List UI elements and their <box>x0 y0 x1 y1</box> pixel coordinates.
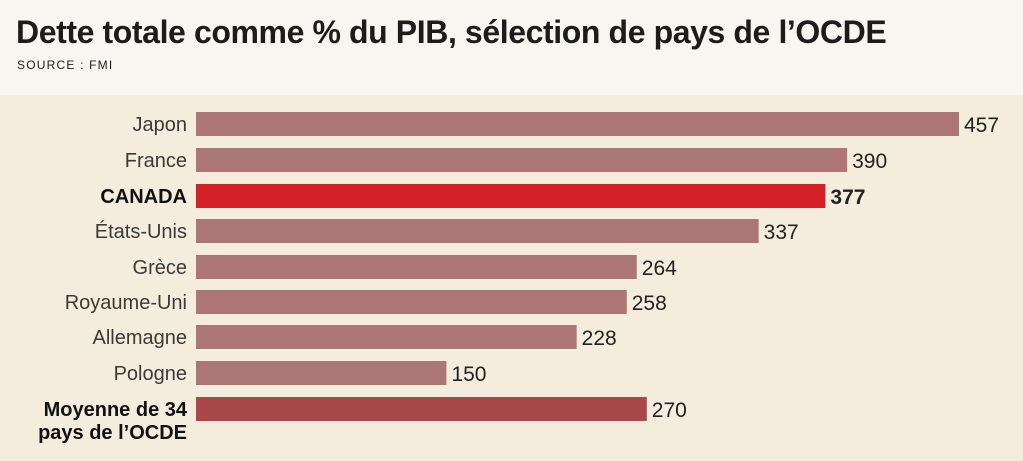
value-label: 228 <box>582 327 617 350</box>
value-label: 264 <box>642 257 677 280</box>
value-label: 270 <box>652 399 687 422</box>
bar-4 <box>196 255 637 279</box>
bar-3 <box>196 219 759 243</box>
bar-1 <box>196 148 848 172</box>
bar-6 <box>196 325 577 349</box>
value-label: 337 <box>764 221 799 244</box>
category-label: Pologne <box>114 363 187 385</box>
bar-5 <box>196 290 627 314</box>
bar-0 <box>196 112 959 136</box>
bar-7 <box>196 361 447 385</box>
category-label: France <box>125 150 187 172</box>
category-label: Japon <box>133 114 188 136</box>
chart-title: Dette totale comme % du PIB, sélection d… <box>16 14 887 50</box>
chart-source: SOURCE : FMI <box>17 58 114 72</box>
value-label: 150 <box>451 363 486 386</box>
value-label: 390 <box>852 150 887 173</box>
category-label: Grèce <box>133 257 187 279</box>
category-label: Moyenne de 34 pays de l’OCDE <box>38 399 188 444</box>
bar-2 <box>196 184 826 208</box>
bar-8 <box>196 397 647 421</box>
category-label: États-Unis <box>95 220 187 243</box>
value-label: 377 <box>830 186 865 209</box>
category-label: Royaume-Uni <box>65 292 187 314</box>
chart-header: Dette totale comme % du PIB, sélection d… <box>0 0 1023 95</box>
category-label: CANADA <box>100 186 187 208</box>
value-label: 457 <box>964 114 999 137</box>
category-label: Allemagne <box>92 327 187 349</box>
value-label: 258 <box>632 292 667 315</box>
